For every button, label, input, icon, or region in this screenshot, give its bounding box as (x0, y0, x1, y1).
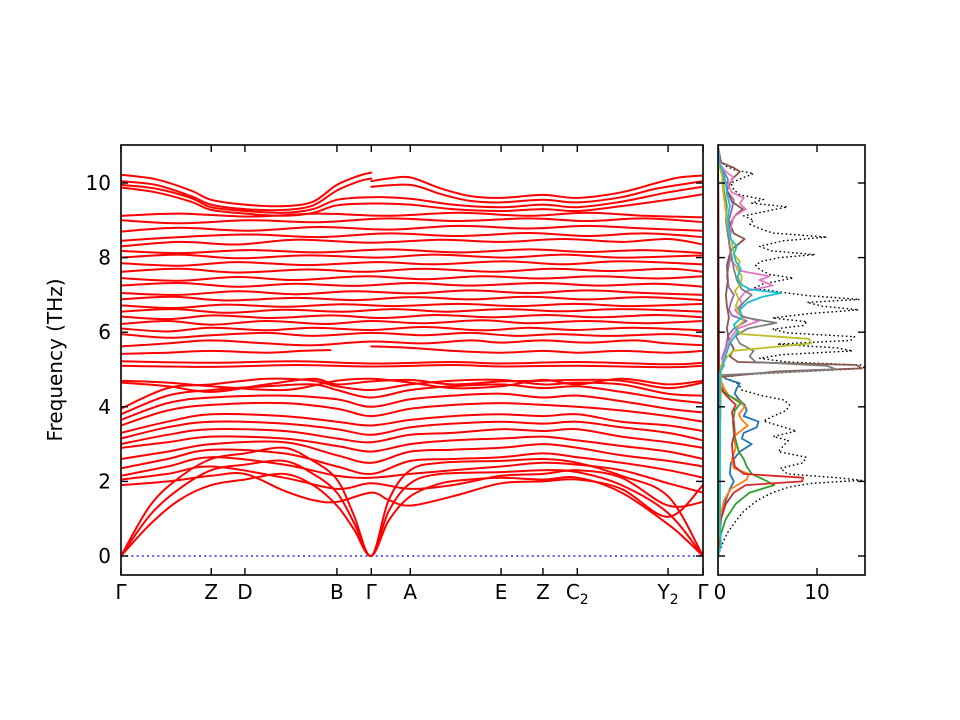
partial-2-curve (718, 145, 750, 557)
phonon-band-line-19 (121, 363, 703, 369)
phonon-band-line-36 (121, 253, 703, 260)
partial-4-curve (718, 145, 804, 557)
phonon-band-line-44 (370, 174, 703, 199)
kpoint-label-6: A (403, 580, 417, 604)
kpoint-label-1: Γ (115, 580, 127, 604)
phonon-band-line-5 (121, 465, 703, 508)
phonon-band-line-12 (121, 412, 703, 434)
partial-3-curve (718, 145, 776, 557)
y-tick-label: 4 (98, 395, 111, 419)
dos-x-tick-label: 10 (804, 580, 829, 604)
phonon-band-line-28 (121, 308, 703, 314)
phonon-band-line-46 (370, 180, 703, 204)
phonon-band-line-20 (121, 360, 703, 366)
dos-x-tick-label: 0 (714, 580, 727, 604)
phonon-band-line-48 (121, 186, 703, 217)
band-structure-panel (121, 171, 703, 557)
phonon-band-line-30 (121, 295, 703, 302)
partial-10-curve (718, 145, 783, 557)
y-tick-label: 2 (98, 469, 111, 493)
partial-8-curve (718, 145, 838, 557)
phonon-band-line-43 (121, 171, 373, 208)
phonon-band-line-11 (121, 420, 703, 442)
kpoint-label-10: Y2 (657, 580, 679, 608)
phonon-band-line-27 (121, 313, 703, 321)
y-tick-label: 0 (98, 544, 111, 568)
phonon-band-line-4 (121, 472, 703, 518)
phonon-band-line-25 (121, 325, 703, 333)
phonon-band-line-34 (121, 267, 703, 274)
partial-9-curve (718, 145, 812, 557)
phonon-band-line-9 (121, 435, 703, 460)
phonon-band-line-38 (121, 237, 703, 248)
kpoint-label-8: Z (536, 580, 550, 604)
phonon-band-line-32 (121, 281, 703, 288)
kpoint-label-2: Z (204, 580, 218, 604)
y-axis-title: Frequency (THz) (43, 278, 67, 441)
phonon-band-line-22 (370, 345, 703, 354)
phonon-band-line-41 (121, 217, 703, 225)
phonon-band-line-8 (121, 440, 703, 468)
phonon-band-line-16 (121, 377, 703, 410)
phonon-band-line-1 (121, 472, 703, 557)
phonon-band-line-13 (121, 401, 703, 427)
dos-panel-frame (717, 144, 866, 576)
phonon-band-line-3 (121, 446, 703, 557)
phonon-band-line-26 (121, 319, 703, 326)
phonon-band-line-40 (121, 224, 703, 233)
kpoint-label-5: Γ (366, 580, 378, 604)
band-panel-frame (120, 144, 704, 576)
phonon-band-line-45 (121, 177, 373, 212)
phonon-band-line-15 (121, 383, 703, 416)
phonon-band-line-35 (121, 260, 703, 267)
kpoint-label-3: D (237, 580, 252, 604)
phonon-band-line-18 (121, 377, 703, 392)
total-dos-curve (718, 145, 865, 557)
phonon-band-line-47 (121, 183, 703, 214)
phonon-band-line-14 (121, 392, 703, 421)
phonon-band-line-23 (121, 339, 703, 348)
phonon-band-line-10 (121, 427, 703, 449)
phonon-band-line-37 (121, 248, 703, 255)
phonon-band-line-39 (121, 231, 703, 242)
phonon-band-line-24 (121, 331, 703, 339)
y-tick-label: 6 (98, 320, 111, 344)
kpoint-label-7: E (495, 580, 508, 604)
phonon-band-line-7 (121, 448, 703, 479)
phonon-band-line-42 (121, 211, 703, 219)
axes-layer (120, 144, 866, 576)
phonon-band-line-29 (121, 302, 703, 310)
kpoint-label-9: C2 (566, 580, 589, 608)
y-tick-label: 10 (86, 171, 111, 195)
dos-panel (718, 145, 865, 557)
kpoint-label-11: Γ (697, 580, 709, 604)
phonon-band-line-33 (121, 275, 703, 282)
y-tick-label: 8 (98, 246, 111, 270)
phonon-band-line-6 (121, 456, 703, 494)
kpoint-label-4: B (330, 580, 344, 604)
phonon-band-line-31 (121, 289, 703, 296)
phonon-band-line-21 (121, 349, 332, 355)
